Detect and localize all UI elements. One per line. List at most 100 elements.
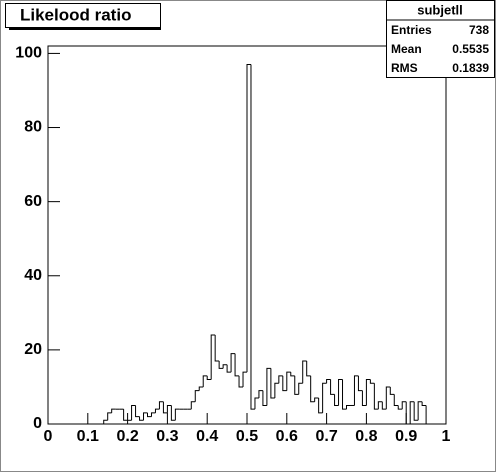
x-tick-label: 0.3	[156, 428, 178, 445]
histogram-bin	[143, 412, 148, 421]
stats-value: 0.5535	[452, 42, 489, 56]
histogram-bin	[278, 375, 283, 384]
histogram-bin	[330, 379, 335, 395]
histogram-bin	[103, 419, 108, 424]
x-tick-label: 0.7	[315, 428, 337, 445]
histogram-bin	[147, 412, 152, 418]
histogram-bin	[334, 394, 339, 406]
histogram-bin	[338, 379, 343, 406]
x-tick-label: 1	[442, 428, 451, 445]
histogram-bin	[389, 386, 395, 395]
histogram-bin	[314, 397, 319, 402]
y-tick-label: 80	[24, 119, 42, 136]
histogram-bin	[111, 408, 116, 413]
histogram-bin	[238, 375, 244, 388]
stats-title: subjetll	[417, 2, 463, 17]
histogram-bin	[286, 371, 291, 391]
histogram-bin	[170, 405, 176, 421]
histogram-bin	[158, 401, 164, 410]
histogram-bin	[154, 408, 160, 413]
histogram-bin	[139, 416, 144, 421]
histogram-bin	[361, 390, 367, 406]
histogram-bin	[357, 375, 363, 392]
histogram-bin	[302, 360, 307, 384]
histogram-bin	[266, 367, 271, 406]
histogram-bin	[218, 361, 224, 369]
x-tick-label: 0.2	[116, 428, 138, 445]
histogram-bin	[107, 412, 112, 421]
histogram-bin	[298, 382, 303, 395]
histogram-bin	[417, 401, 423, 421]
y-tick-label: 0	[33, 415, 42, 432]
histogram-bin	[425, 405, 431, 425]
histogram-bin	[397, 405, 403, 410]
histogram-bin	[373, 383, 379, 410]
histogram-bin	[254, 397, 259, 410]
histogram-bin	[166, 404, 172, 413]
y-tick-label: 100	[15, 45, 42, 62]
stats-value: 738	[469, 23, 489, 37]
histogram-bin	[401, 401, 407, 410]
x-tick-label: 0.8	[355, 428, 377, 445]
histogram-bin	[246, 64, 251, 373]
x-tick-label: 0.5	[236, 428, 258, 445]
histogram-bin	[369, 379, 375, 384]
histogram-bin	[385, 386, 391, 410]
histogram-bin	[413, 401, 419, 421]
stats-label: RMS	[391, 61, 418, 75]
histogram-bin	[346, 404, 351, 410]
stats-box	[386, 0, 495, 78]
chart-title: Likelood ratio	[20, 5, 131, 24]
title-shadow	[9, 27, 161, 30]
histogram-bin	[405, 401, 411, 425]
histogram-bin	[123, 409, 128, 421]
histogram-bin	[230, 353, 236, 373]
histogram-bin	[198, 386, 204, 391]
histogram-bin	[294, 375, 299, 395]
histogram-bin	[162, 401, 168, 414]
histogram-bin	[174, 408, 180, 421]
histogram-bin	[381, 401, 387, 410]
x-tick-label: 0.4	[196, 428, 218, 445]
histogram-bin	[194, 390, 200, 402]
histogram-bin	[150, 412, 156, 417]
stats-label: Mean	[391, 42, 422, 56]
histogram-bin	[326, 379, 331, 384]
histogram-bin	[135, 405, 140, 418]
histogram-bin	[131, 404, 136, 421]
histogram-bin	[210, 334, 216, 380]
histogram-bin	[353, 375, 359, 406]
histogram-bin	[214, 335, 220, 362]
histogram-bin	[258, 390, 263, 399]
histogram-bin	[365, 379, 371, 406]
x-tick-label: 0.9	[395, 428, 417, 445]
histogram-bin	[409, 401, 415, 424]
stats-value: 0.1839	[452, 61, 489, 75]
x-tick-label: 0.6	[276, 428, 298, 445]
histogram-bin	[206, 375, 212, 381]
x-tick-label: 0.1	[77, 428, 99, 445]
histogram-bin	[342, 379, 347, 410]
histogram-bin	[306, 361, 311, 377]
y-tick-label: 20	[24, 341, 42, 358]
histogram-bin	[226, 364, 232, 373]
stats-label: Entries	[391, 23, 432, 37]
histogram-bin	[377, 401, 383, 410]
histogram-bin	[322, 382, 327, 413]
histogram-bin	[421, 401, 427, 406]
histogram-bin	[190, 401, 196, 410]
histogram-bin	[262, 390, 267, 406]
y-tick-label: 40	[24, 267, 42, 284]
histogram-bin	[274, 382, 279, 399]
histogram-bin	[250, 64, 255, 410]
histogram-bin	[234, 353, 240, 377]
histogram-bin	[270, 368, 275, 399]
histogram-bin	[202, 375, 208, 387]
histogram-bin	[290, 372, 295, 377]
histogram-bin	[310, 375, 315, 403]
y-tick-label: 60	[24, 193, 42, 210]
histogram-bin	[318, 398, 323, 414]
histogram-bin	[222, 364, 228, 369]
histogram-bin	[242, 371, 247, 387]
